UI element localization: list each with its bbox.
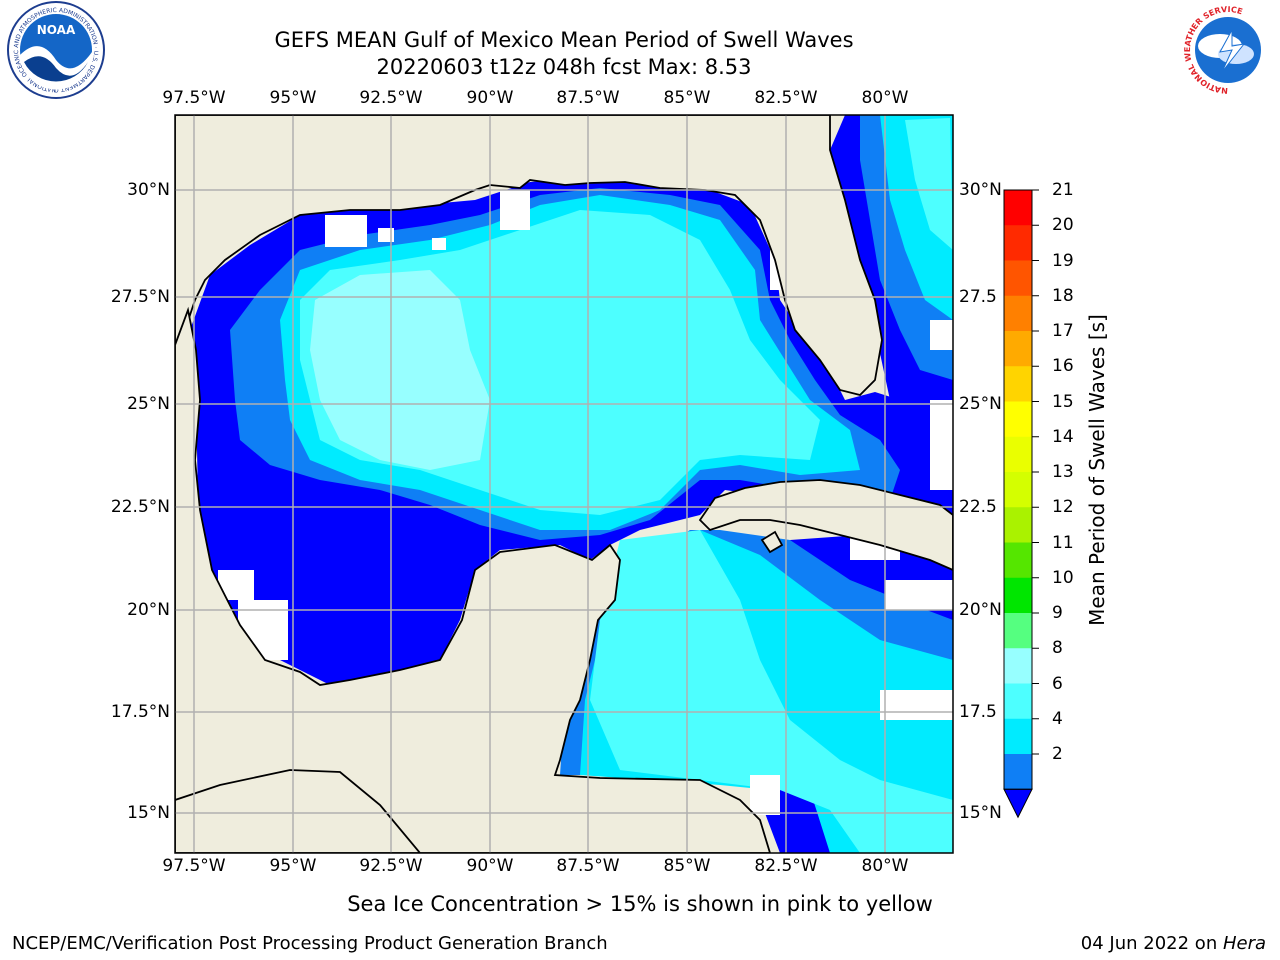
us-gulf-coast xyxy=(175,115,883,396)
colorbar xyxy=(1003,189,1039,819)
land-masses xyxy=(175,115,953,853)
colorbar-tick-label: 18 xyxy=(1052,285,1074,306)
colorbar-segment xyxy=(1004,577,1032,614)
colorbar-tick-label: 2 xyxy=(1052,744,1063,764)
lat-label-right: 25°N xyxy=(959,394,1002,414)
colorbar-tick-label: 14 xyxy=(1052,426,1074,447)
footer-machine: Hera xyxy=(1222,933,1266,954)
lat-label-right: 17.5 xyxy=(959,702,997,722)
lat-label-left: 15°N xyxy=(127,803,170,823)
lon-label-bottom: 80°W xyxy=(861,856,909,876)
cuba xyxy=(698,479,953,571)
lon-label-top: 80°W xyxy=(861,88,909,108)
colorbar-segment xyxy=(1004,331,1032,367)
colorbar-segment xyxy=(1004,295,1032,332)
noaa-logo: NATIONAL OCEANIC AND ATMOSPHERIC ADMINIS… xyxy=(0,0,105,99)
lat-label-left: 20°N xyxy=(127,600,170,620)
colorbar-title: Mean Period of Swell Waves [s] xyxy=(1085,314,1109,626)
footer-credit: NCEP/EMC/Verification Post Processing Pr… xyxy=(12,933,608,954)
lon-label-bottom: 95°W xyxy=(269,856,317,876)
lat-label-right: 15°N xyxy=(959,803,1002,823)
lon-label-bottom: 82.5°W xyxy=(754,856,818,876)
colorbar-segment xyxy=(1004,613,1032,649)
colorbar-segment xyxy=(1004,507,1032,543)
colorbar-tick-label: 19 xyxy=(1052,250,1074,271)
lon-label-bottom: 85°W xyxy=(663,856,711,876)
colorbar-segment xyxy=(1004,472,1032,508)
colorbar-tick-label: 20 xyxy=(1052,215,1074,236)
lon-label-bottom: 87.5°W xyxy=(556,856,620,876)
colorbar-segment xyxy=(1004,190,1032,226)
chart-subtitle: 20220603 t12z 048h fcst Max: 8.53 xyxy=(376,55,752,79)
gulf-light-band xyxy=(310,270,490,470)
colorbar-segment xyxy=(1004,754,1032,790)
lat-label-right: 20°N xyxy=(959,600,1002,620)
colorbar-segment xyxy=(1004,648,1032,684)
colorbar-segment xyxy=(1004,683,1032,720)
colorbar-segment xyxy=(1004,542,1032,579)
colorbar-extend-arrow xyxy=(1003,788,1033,819)
colorbar-tick-label: 8 xyxy=(1052,638,1063,659)
lon-label-top: 92.5°W xyxy=(359,88,423,108)
colorbar-tick-label: 15 xyxy=(1052,391,1074,412)
sea-ice-note: Sea Ice Concentration > 15% is shown in … xyxy=(347,892,933,916)
colorbar-tick-label: 10 xyxy=(1052,567,1074,588)
gridlines xyxy=(175,115,953,853)
lat-label-left: 30°N xyxy=(127,180,170,200)
lon-label-top: 82.5°W xyxy=(754,88,818,108)
colorbar-tick-label: 11 xyxy=(1052,532,1074,553)
colorbar-tick-label: 13 xyxy=(1052,462,1074,482)
colorbar-tick-label: 17 xyxy=(1052,321,1074,341)
atlantic-aqua-band xyxy=(905,118,953,250)
colorbar-tick-label: 21 xyxy=(1052,180,1074,200)
lat-label-left: 25°N xyxy=(127,394,170,414)
lon-label-bottom: 97.5°W xyxy=(162,856,226,876)
lat-label-right: 27.5 xyxy=(959,287,997,307)
colorbar-segment xyxy=(1004,225,1032,261)
lat-label-right: 22.5 xyxy=(959,497,997,517)
noaa-logo-text: NOAA xyxy=(37,23,76,37)
colorbar-tick-label: 4 xyxy=(1052,708,1063,729)
lat-label-left: 22.5°N xyxy=(110,497,170,517)
colorbar-tick-label: 6 xyxy=(1052,673,1063,694)
lon-label-top: 97.5°W xyxy=(162,88,226,108)
lat-label-left: 27.5°N xyxy=(110,287,170,307)
colorbar-tick-label: 12 xyxy=(1052,497,1074,518)
colorbar-segment xyxy=(1004,260,1032,297)
lon-label-bottom: 90°W xyxy=(466,856,514,876)
colorbar-segment xyxy=(1004,366,1032,402)
lat-label-right: 30°N xyxy=(959,180,1002,200)
map-frame xyxy=(174,114,954,854)
lat-label-left: 17.5°N xyxy=(110,702,170,722)
lon-label-top: 90°W xyxy=(466,88,514,108)
lon-label-bottom: 92.5°W xyxy=(359,856,423,876)
lon-label-top: 85°W xyxy=(663,88,711,108)
colorbar-frame xyxy=(1003,189,1033,790)
isla-de-la-juventud xyxy=(760,530,784,554)
colorbar-segment xyxy=(1004,718,1032,755)
map-area xyxy=(175,115,953,853)
lon-label-top: 95°W xyxy=(269,88,317,108)
colorbar-tick-label: 9 xyxy=(1052,603,1063,623)
chart-title: GEFS MEAN Gulf of Mexico Mean Period of … xyxy=(274,28,854,52)
colorbar-segment xyxy=(1004,436,1032,473)
colorbar-tick-label: 16 xyxy=(1052,356,1074,377)
lon-label-top: 87.5°W xyxy=(556,88,620,108)
colorbar-segment xyxy=(1004,401,1032,438)
footer-date-text: 04 Jun 2022 on xyxy=(1080,933,1223,954)
footer-date: 04 Jun 2022 on Hera xyxy=(1081,933,1266,954)
nws-logo: NATIONAL WEATHER SERVICE xyxy=(1180,2,1276,98)
mexico-mainland xyxy=(175,306,771,853)
